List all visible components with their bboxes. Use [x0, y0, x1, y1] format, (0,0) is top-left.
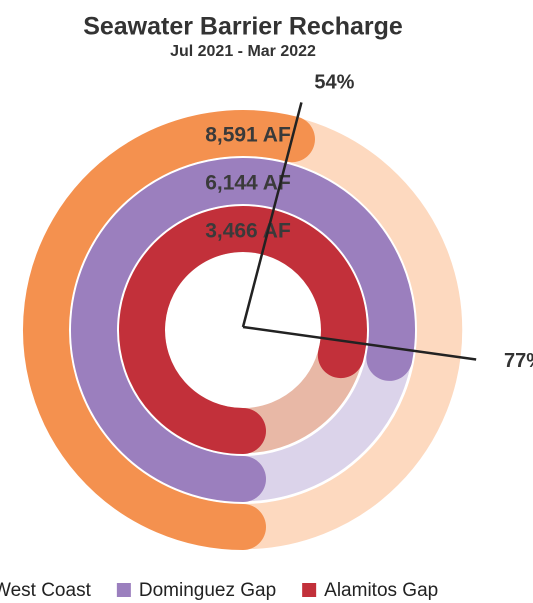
value-label: 3,466 AF — [205, 220, 291, 243]
ring-bar — [23, 110, 315, 550]
legend-label: West Coast — [0, 580, 92, 601]
value-label: 8,591 AF — [205, 124, 291, 147]
legend-label: Alamitos Gap — [324, 580, 438, 601]
ring-bar — [119, 206, 367, 454]
marker-label: 77% — [504, 350, 533, 372]
legend-swatch — [302, 583, 317, 597]
chart-title: Seawater Barrier Recharge — [83, 13, 403, 41]
legend-swatch — [116, 583, 131, 597]
marker-line — [241, 102, 303, 328]
ring-bar — [71, 158, 415, 502]
marker-line — [242, 325, 477, 361]
chart-subtitle: Jul 2021 - Mar 2022 — [170, 43, 316, 60]
value-label: 6,144 AF — [205, 172, 291, 195]
legend-label: Dominguez Gap — [139, 580, 276, 601]
marker-label: 54% — [314, 71, 354, 93]
